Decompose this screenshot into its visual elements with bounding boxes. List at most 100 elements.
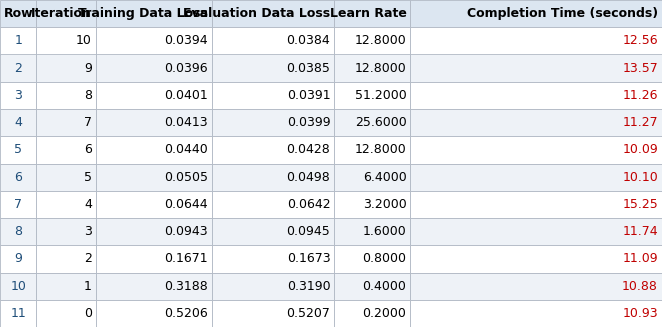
- Bar: [0, 136, 36, 164]
- Text: 0.0401: 0.0401: [164, 89, 208, 102]
- Text: 6: 6: [15, 171, 22, 184]
- Bar: [212, 218, 334, 245]
- Text: 0.0644: 0.0644: [164, 198, 208, 211]
- Text: 0.0428: 0.0428: [287, 143, 330, 156]
- Text: 0.5206: 0.5206: [164, 307, 208, 320]
- Text: Iteration: Iteration: [31, 7, 92, 20]
- Bar: [334, 164, 410, 191]
- Text: 10.09: 10.09: [622, 143, 658, 156]
- Text: 0.1673: 0.1673: [287, 252, 330, 266]
- Text: Learn Rate: Learn Rate: [330, 7, 406, 20]
- Text: 0.3188: 0.3188: [164, 280, 208, 293]
- Bar: [334, 82, 410, 109]
- Text: 0.0385: 0.0385: [287, 61, 330, 75]
- Text: 10: 10: [11, 280, 26, 293]
- Text: 11: 11: [11, 307, 26, 320]
- Text: 0.0384: 0.0384: [287, 34, 330, 47]
- Text: Training Data Loss: Training Data Loss: [78, 7, 208, 20]
- Bar: [410, 55, 662, 82]
- Text: 5: 5: [14, 143, 23, 156]
- Bar: [36, 300, 96, 327]
- Text: 9: 9: [84, 61, 92, 75]
- Text: 1: 1: [15, 34, 22, 47]
- Bar: [36, 55, 96, 82]
- Bar: [0, 300, 36, 327]
- Text: 0.4000: 0.4000: [363, 280, 406, 293]
- Bar: [36, 82, 96, 109]
- Text: 0.8000: 0.8000: [363, 252, 406, 266]
- Bar: [212, 164, 334, 191]
- Bar: [0, 109, 36, 136]
- Bar: [36, 218, 96, 245]
- Bar: [334, 109, 410, 136]
- Bar: [96, 109, 212, 136]
- Bar: [96, 136, 212, 164]
- Bar: [36, 0, 96, 27]
- Bar: [36, 272, 96, 300]
- Bar: [212, 27, 334, 55]
- Bar: [36, 245, 96, 272]
- Bar: [212, 245, 334, 272]
- Text: 0: 0: [84, 307, 92, 320]
- Text: 0.0396: 0.0396: [164, 61, 208, 75]
- Bar: [334, 27, 410, 55]
- Bar: [0, 55, 36, 82]
- Text: 7: 7: [84, 116, 92, 129]
- Bar: [0, 245, 36, 272]
- Bar: [410, 245, 662, 272]
- Text: 0.0399: 0.0399: [287, 116, 330, 129]
- Bar: [96, 55, 212, 82]
- Text: 5: 5: [84, 171, 92, 184]
- Text: 0.0945: 0.0945: [287, 225, 330, 238]
- Bar: [36, 164, 96, 191]
- Bar: [96, 82, 212, 109]
- Bar: [334, 0, 410, 27]
- Bar: [96, 164, 212, 191]
- Bar: [36, 136, 96, 164]
- Bar: [36, 27, 96, 55]
- Bar: [334, 245, 410, 272]
- Text: 10.93: 10.93: [622, 307, 658, 320]
- Text: 4: 4: [84, 198, 92, 211]
- Text: 51.2000: 51.2000: [355, 89, 406, 102]
- Bar: [0, 27, 36, 55]
- Bar: [96, 191, 212, 218]
- Text: Completion Time (seconds): Completion Time (seconds): [467, 7, 658, 20]
- Text: 0.0391: 0.0391: [287, 89, 330, 102]
- Text: 9: 9: [15, 252, 22, 266]
- Text: 8: 8: [84, 89, 92, 102]
- Bar: [36, 109, 96, 136]
- Bar: [334, 55, 410, 82]
- Text: 6.4000: 6.4000: [363, 171, 406, 184]
- Text: 0.0413: 0.0413: [164, 116, 208, 129]
- Bar: [96, 27, 212, 55]
- Bar: [96, 272, 212, 300]
- Bar: [0, 164, 36, 191]
- Text: 2: 2: [84, 252, 92, 266]
- Text: 0.0498: 0.0498: [287, 171, 330, 184]
- Text: 4: 4: [15, 116, 22, 129]
- Bar: [96, 0, 212, 27]
- Bar: [334, 218, 410, 245]
- Bar: [334, 300, 410, 327]
- Text: 0.0440: 0.0440: [164, 143, 208, 156]
- Text: 11.27: 11.27: [622, 116, 658, 129]
- Bar: [212, 272, 334, 300]
- Bar: [212, 82, 334, 109]
- Text: 0.0394: 0.0394: [164, 34, 208, 47]
- Bar: [410, 109, 662, 136]
- Text: 12.8000: 12.8000: [355, 34, 406, 47]
- Bar: [334, 136, 410, 164]
- Bar: [0, 191, 36, 218]
- Text: 0.0505: 0.0505: [164, 171, 208, 184]
- Bar: [334, 272, 410, 300]
- Bar: [0, 218, 36, 245]
- Bar: [96, 300, 212, 327]
- Text: 1.6000: 1.6000: [363, 225, 406, 238]
- Bar: [410, 0, 662, 27]
- Text: 10: 10: [76, 34, 92, 47]
- Text: 15.25: 15.25: [622, 198, 658, 211]
- Text: 12.56: 12.56: [622, 34, 658, 47]
- Text: 12.8000: 12.8000: [355, 143, 406, 156]
- Text: 13.57: 13.57: [622, 61, 658, 75]
